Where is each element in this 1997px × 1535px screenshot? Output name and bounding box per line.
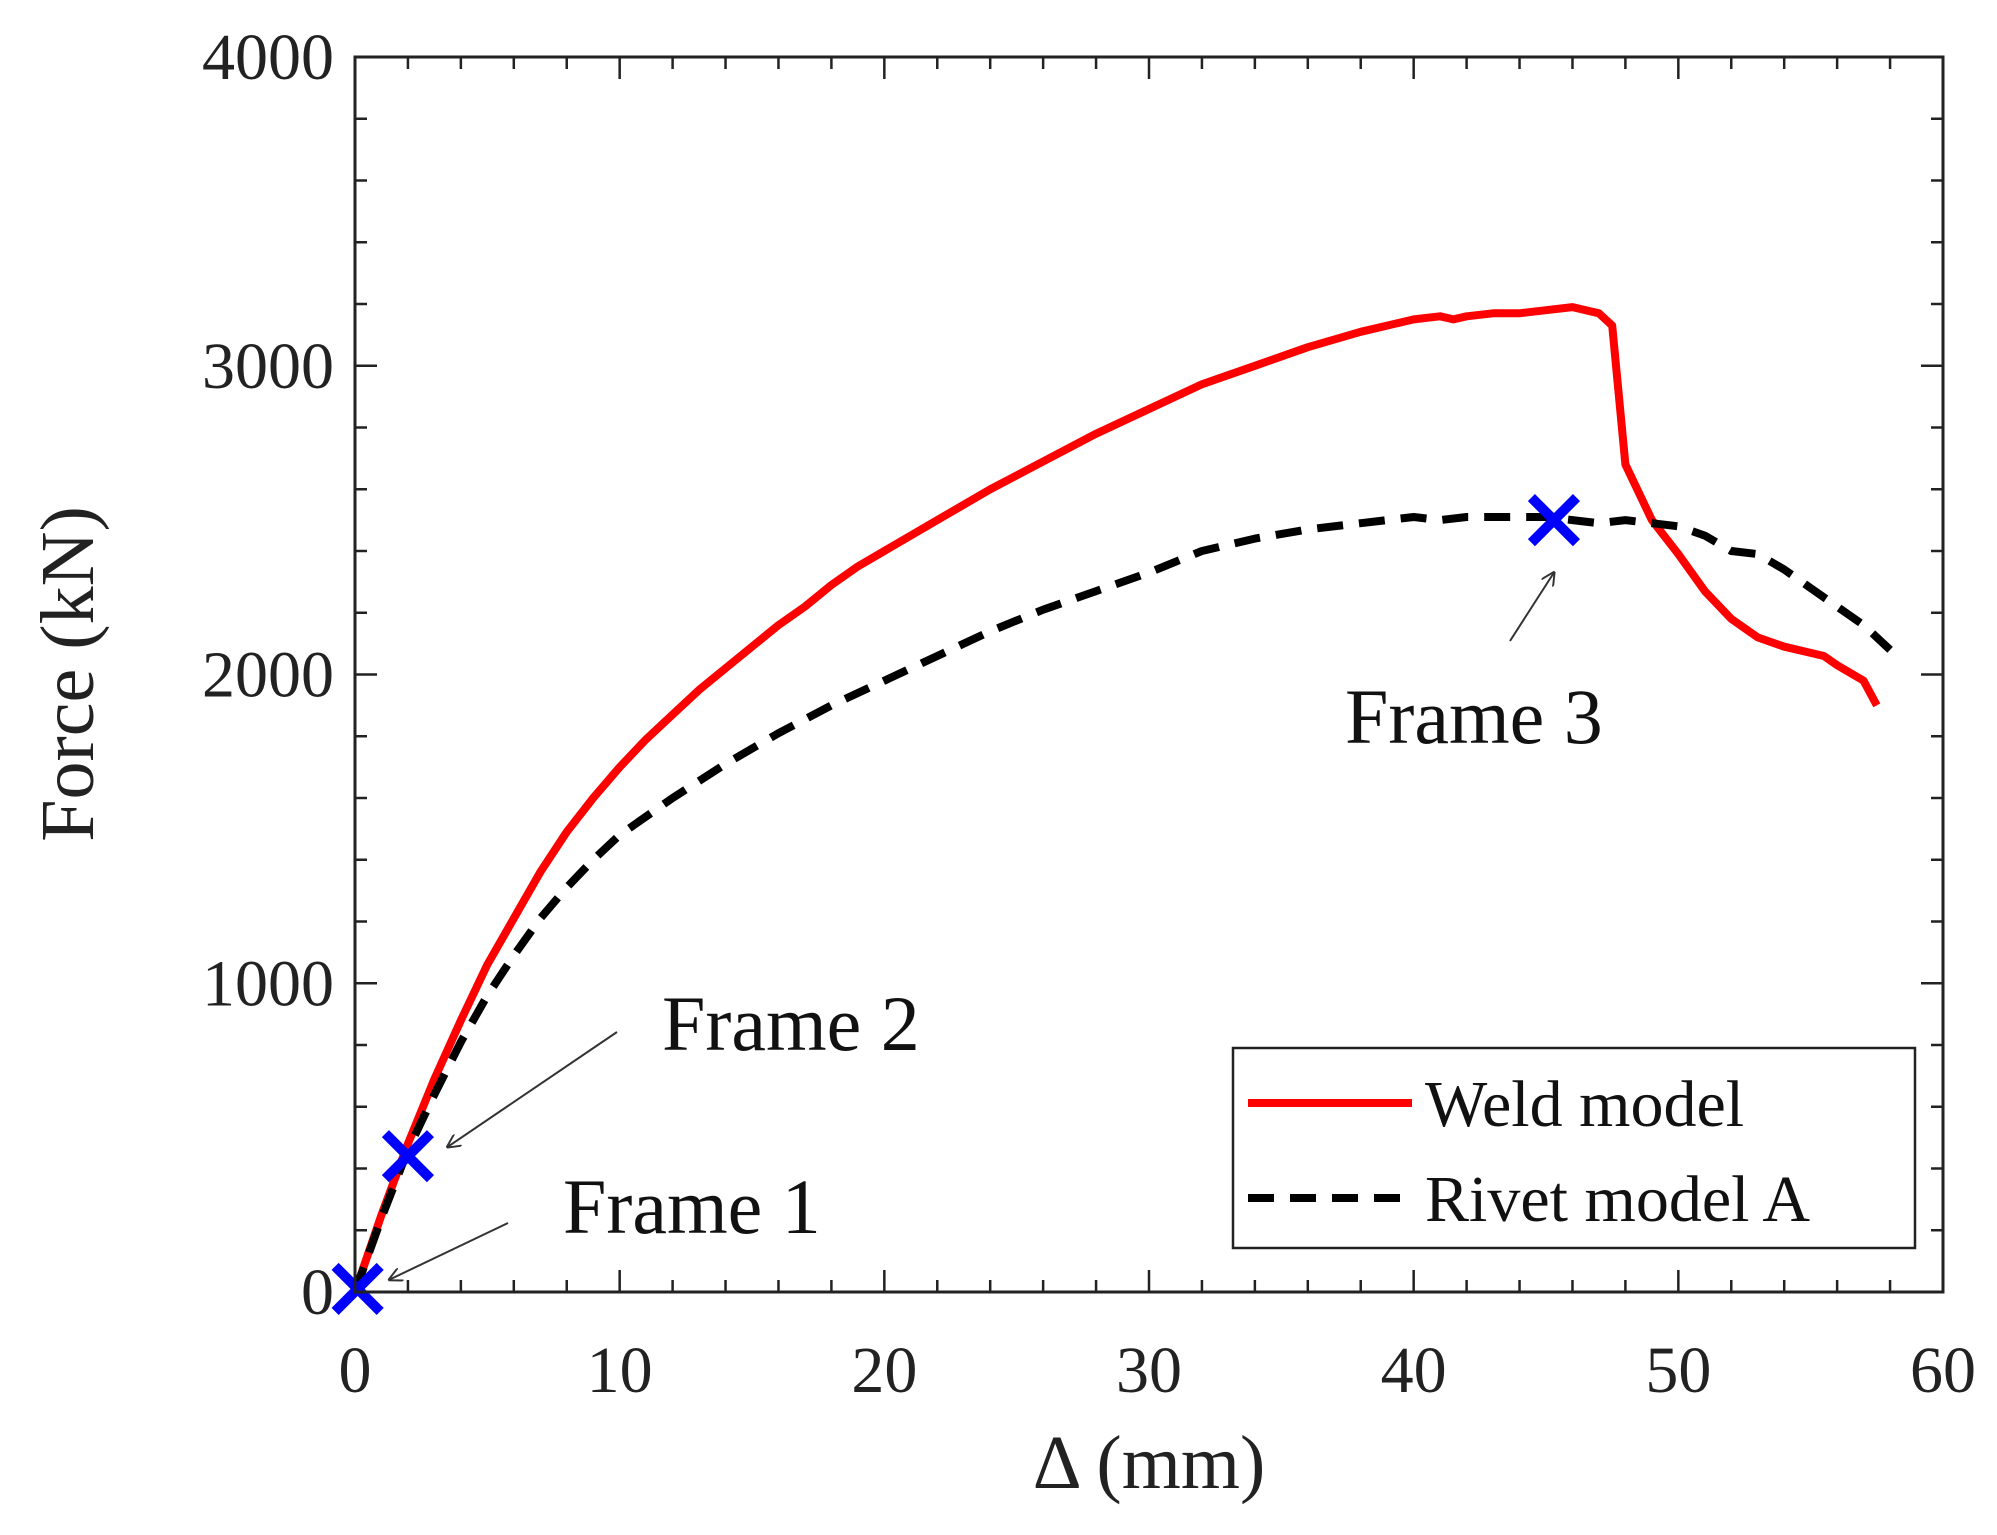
x-tick-label: 10	[587, 1334, 653, 1407]
x-tick-label: 60	[1910, 1334, 1976, 1407]
x-tick-label: 20	[851, 1334, 917, 1407]
legend-label-weld-model: Weld model	[1425, 1068, 1744, 1141]
annotation-arrow	[389, 1222, 509, 1280]
x-tick-label: 30	[1116, 1334, 1182, 1407]
annotation-frame-2: Frame 2	[448, 980, 920, 1147]
annotation-frame-3: Frame 3	[1345, 573, 1603, 760]
x-tick-labels: 0 10 20 30 40 50 60	[339, 1334, 1977, 1407]
annotation-arrow	[448, 1031, 618, 1147]
marker-layer	[331, 494, 1581, 1315]
annotation-layer: Frame 1 Frame 2 Frame 3	[389, 573, 1603, 1280]
plot-frame	[353, 55, 1945, 1294]
y-tick-label: 1000	[202, 947, 334, 1020]
x-tick-label: 50	[1645, 1334, 1711, 1407]
series-layer	[355, 303, 1893, 1292]
legend: Weld model Rivet model A	[1231, 1046, 1917, 1250]
y-tick-label: 2000	[202, 639, 334, 712]
x-axis-title: Δ (mm)	[1033, 1421, 1266, 1505]
y-tick-label: 0	[301, 1256, 334, 1329]
y-tick-labels: 0 1000 2000 3000 4000	[202, 21, 334, 1329]
marker-frame-1	[331, 1262, 384, 1315]
series-line-weld-model	[355, 303, 1881, 1292]
x-tick-label: 0	[339, 1334, 372, 1407]
x-tick-label: 40	[1381, 1334, 1447, 1407]
annotation-label: Frame 3	[1345, 673, 1603, 760]
legend-label-rivet-model-a: Rivet model A	[1425, 1163, 1810, 1236]
y-tick-label: 4000	[202, 21, 334, 94]
annotation-frame-1: Frame 1	[389, 1163, 821, 1280]
y-axis-title: Force (kN)	[26, 506, 110, 842]
annotation-arrow	[1509, 573, 1554, 642]
legend-box	[1231, 1046, 1917, 1250]
marker-frame-2	[381, 1130, 435, 1183]
annotation-label: Frame 1	[563, 1163, 821, 1250]
series-line-rivet-model-a	[355, 513, 1893, 1292]
annotation-label: Frame 2	[662, 980, 920, 1067]
marker-frame-3	[1527, 494, 1581, 547]
y-tick-label: 3000	[202, 330, 334, 403]
